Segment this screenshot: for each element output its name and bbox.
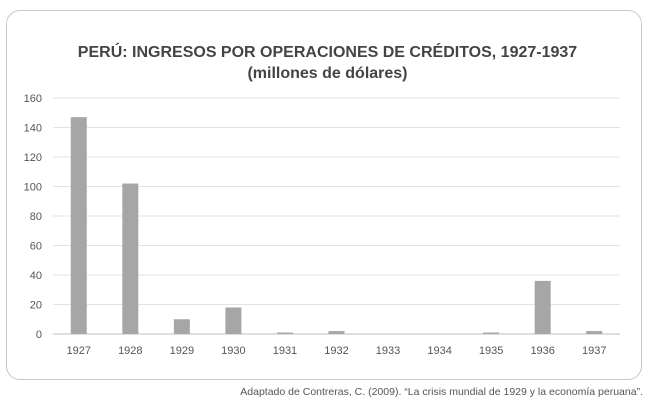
bar-1930 [225, 307, 242, 334]
y-tick-label: 40 [30, 270, 42, 282]
bar-1929 [173, 319, 190, 334]
x-tick-label: 1934 [427, 345, 451, 357]
x-tick-label: 1928 [118, 345, 142, 357]
bars [70, 117, 603, 334]
x-tick-label: 1930 [221, 345, 245, 357]
source-note: Adaptado de Contreras, C. (2009). “La cr… [240, 386, 643, 398]
y-tick-label: 120 [24, 152, 42, 164]
y-tick-label: 80 [30, 211, 42, 223]
x-tick-label: 1935 [479, 345, 503, 357]
x-tick-label: 1929 [170, 345, 194, 357]
y-axis-labels: 0 20 40 60 80 100 120 140 160 [24, 93, 42, 341]
x-tick-label: 1937 [582, 345, 606, 357]
x-tick-label: 1933 [376, 345, 400, 357]
chart-title-block: PERÚ: INGRESOS POR OPERACIONES DE CRÉDIT… [0, 42, 655, 84]
y-tick-label: 60 [30, 241, 42, 253]
bar-1931 [276, 332, 293, 334]
y-tick-label: 140 [24, 123, 42, 135]
y-tick-label: 0 [36, 329, 42, 341]
x-tick-label: 1927 [67, 345, 91, 357]
chart-subtitle: (millones de dólares) [247, 65, 408, 82]
x-tick-label: 1931 [273, 345, 297, 357]
y-tick-label: 20 [30, 300, 42, 312]
bar-1937 [586, 331, 603, 334]
gridlines [53, 97, 620, 335]
y-tick-label: 160 [24, 93, 42, 105]
bar-1928 [122, 183, 139, 334]
x-axis-labels: 1927 1928 1929 1930 1931 1932 1933 1934 1935 1936… [67, 345, 607, 357]
x-tick-label: 1936 [530, 345, 554, 357]
bar-1932 [328, 331, 345, 334]
chart-title: PERÚ: INGRESOS POR OPERACIONES DE CRÉDIT… [77, 44, 578, 61]
bar-1935 [483, 332, 500, 334]
bar-1936 [534, 280, 551, 334]
bar-1927 [70, 117, 87, 334]
y-tick-label: 100 [24, 182, 42, 194]
x-tick-label: 1932 [324, 345, 348, 357]
